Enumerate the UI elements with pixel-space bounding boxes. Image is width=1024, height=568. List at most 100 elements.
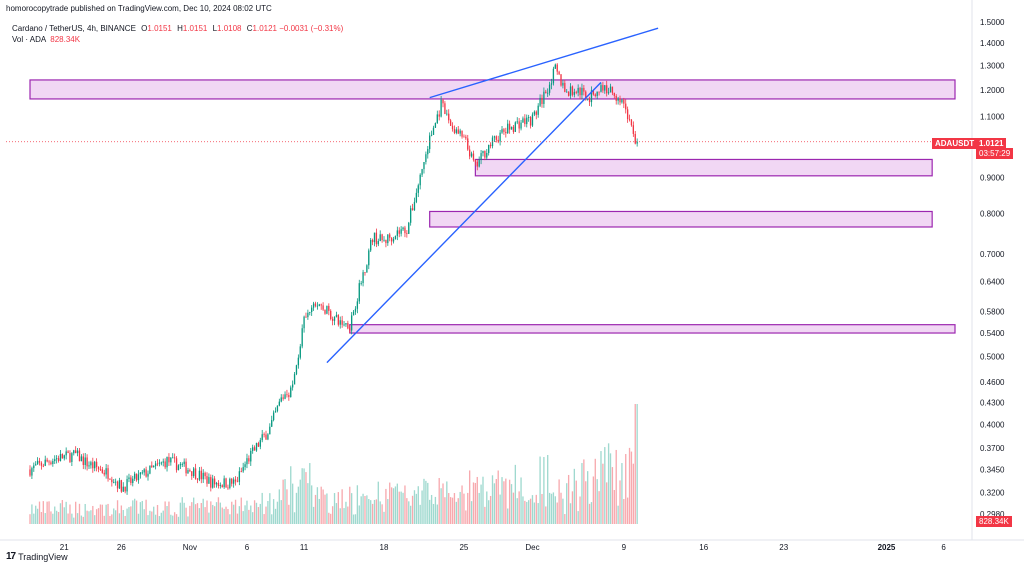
candle-body xyxy=(350,315,353,331)
volume-bar xyxy=(168,501,170,524)
volume-bar xyxy=(95,509,98,524)
volume-bar xyxy=(278,489,280,524)
candle-body xyxy=(389,234,391,238)
volume-bar xyxy=(520,477,522,524)
candle-body xyxy=(269,426,271,435)
candle-body xyxy=(284,394,286,399)
candle-body xyxy=(360,283,362,284)
price-axis[interactable]: 1.5000 1.4000 1.3000 1.2000 1.1000 0.9000 0.80… xyxy=(0,0,1024,541)
candle-body xyxy=(221,485,223,488)
candle-body xyxy=(366,265,368,273)
candle-body xyxy=(379,234,381,242)
candle-body xyxy=(314,303,317,306)
volume-bar xyxy=(444,497,446,524)
candle-body xyxy=(476,161,478,167)
volume-bar xyxy=(263,514,265,524)
candle-body xyxy=(118,480,121,489)
last-volume-tag: 828.34K xyxy=(976,516,1012,527)
volume-bar xyxy=(65,501,67,524)
candle-body xyxy=(634,133,636,144)
candle-body xyxy=(229,478,231,488)
candle-body xyxy=(88,465,90,467)
volume-bar xyxy=(141,500,143,524)
volume-bar xyxy=(588,503,591,524)
candle-body xyxy=(535,111,537,115)
candle-body xyxy=(154,463,157,466)
volume-bar xyxy=(189,505,191,524)
brand-name: TradingView xyxy=(18,551,68,562)
volume-bar xyxy=(109,515,111,524)
volume-bar xyxy=(116,500,119,524)
volume-bar xyxy=(349,486,351,524)
volume-bar xyxy=(350,493,353,524)
volume-bar xyxy=(221,507,223,524)
tradingview-brand[interactable]: 17 TradingView xyxy=(6,551,68,562)
volume-bar xyxy=(164,501,166,524)
volume-bar xyxy=(607,443,610,524)
volume-bar xyxy=(499,494,501,524)
candle-body xyxy=(33,465,35,469)
volume-bar xyxy=(299,479,301,524)
time-axis[interactable]: 21 26 Nov 6 11 18 25 Dec 9 16 23 2025 6 xyxy=(60,543,947,552)
volume-bar xyxy=(92,505,94,524)
volume-bar xyxy=(78,503,81,524)
volume-bar xyxy=(105,504,107,524)
volume-bar xyxy=(293,512,296,524)
volume-bar xyxy=(484,506,486,524)
candle-body xyxy=(187,470,189,474)
volume-bar xyxy=(368,499,370,524)
candle-body xyxy=(132,478,134,484)
volume-bar xyxy=(596,479,598,524)
volume-bar xyxy=(381,504,383,524)
time-tick-label: 2025 xyxy=(878,543,896,552)
candle-body xyxy=(217,482,220,486)
candle-body xyxy=(316,305,319,307)
candle-body xyxy=(368,250,370,266)
candle-body xyxy=(282,397,284,399)
candle-body xyxy=(50,462,52,464)
volume-bar xyxy=(467,492,469,524)
candle-body xyxy=(510,126,513,130)
volume-bar xyxy=(463,493,465,524)
candle-body xyxy=(539,97,541,106)
volume-bar xyxy=(470,501,473,524)
volume-bar xyxy=(145,499,147,524)
time-tick-label: Nov xyxy=(183,543,197,552)
candle-body xyxy=(590,90,593,103)
candle-body xyxy=(423,162,425,170)
candle-body xyxy=(556,64,558,72)
candle-body xyxy=(194,468,197,479)
volume-bar xyxy=(31,504,33,524)
candle-body xyxy=(600,85,602,92)
candle-body xyxy=(541,97,543,104)
candle-body xyxy=(501,129,503,133)
volume-bar xyxy=(259,503,261,524)
volume-bar xyxy=(632,463,635,524)
volume-bar xyxy=(333,493,336,524)
candle-body xyxy=(566,91,568,93)
candle-body xyxy=(36,460,39,465)
candle-body xyxy=(189,470,191,472)
candle-body xyxy=(126,479,128,492)
volume-bar xyxy=(194,504,197,524)
volume-bar xyxy=(571,491,574,524)
price-tick-label: 0.5400 xyxy=(980,329,1005,338)
candle-body xyxy=(179,464,182,466)
volume-bar xyxy=(429,499,431,524)
volume-bar xyxy=(48,501,50,524)
volume-bar xyxy=(71,513,73,524)
volume-bar xyxy=(52,513,54,524)
volume-bar xyxy=(611,467,614,524)
candle-body xyxy=(236,481,239,483)
time-tick-label: 16 xyxy=(699,543,708,552)
candle-body xyxy=(330,310,332,319)
volume-bar xyxy=(55,510,58,524)
volume-bar xyxy=(33,513,35,524)
volume-bar xyxy=(409,505,412,524)
volume-bar xyxy=(179,502,182,524)
volume-bar xyxy=(307,483,309,524)
candle-body xyxy=(628,119,631,120)
candle-body xyxy=(482,150,484,154)
candle-body xyxy=(444,103,446,114)
